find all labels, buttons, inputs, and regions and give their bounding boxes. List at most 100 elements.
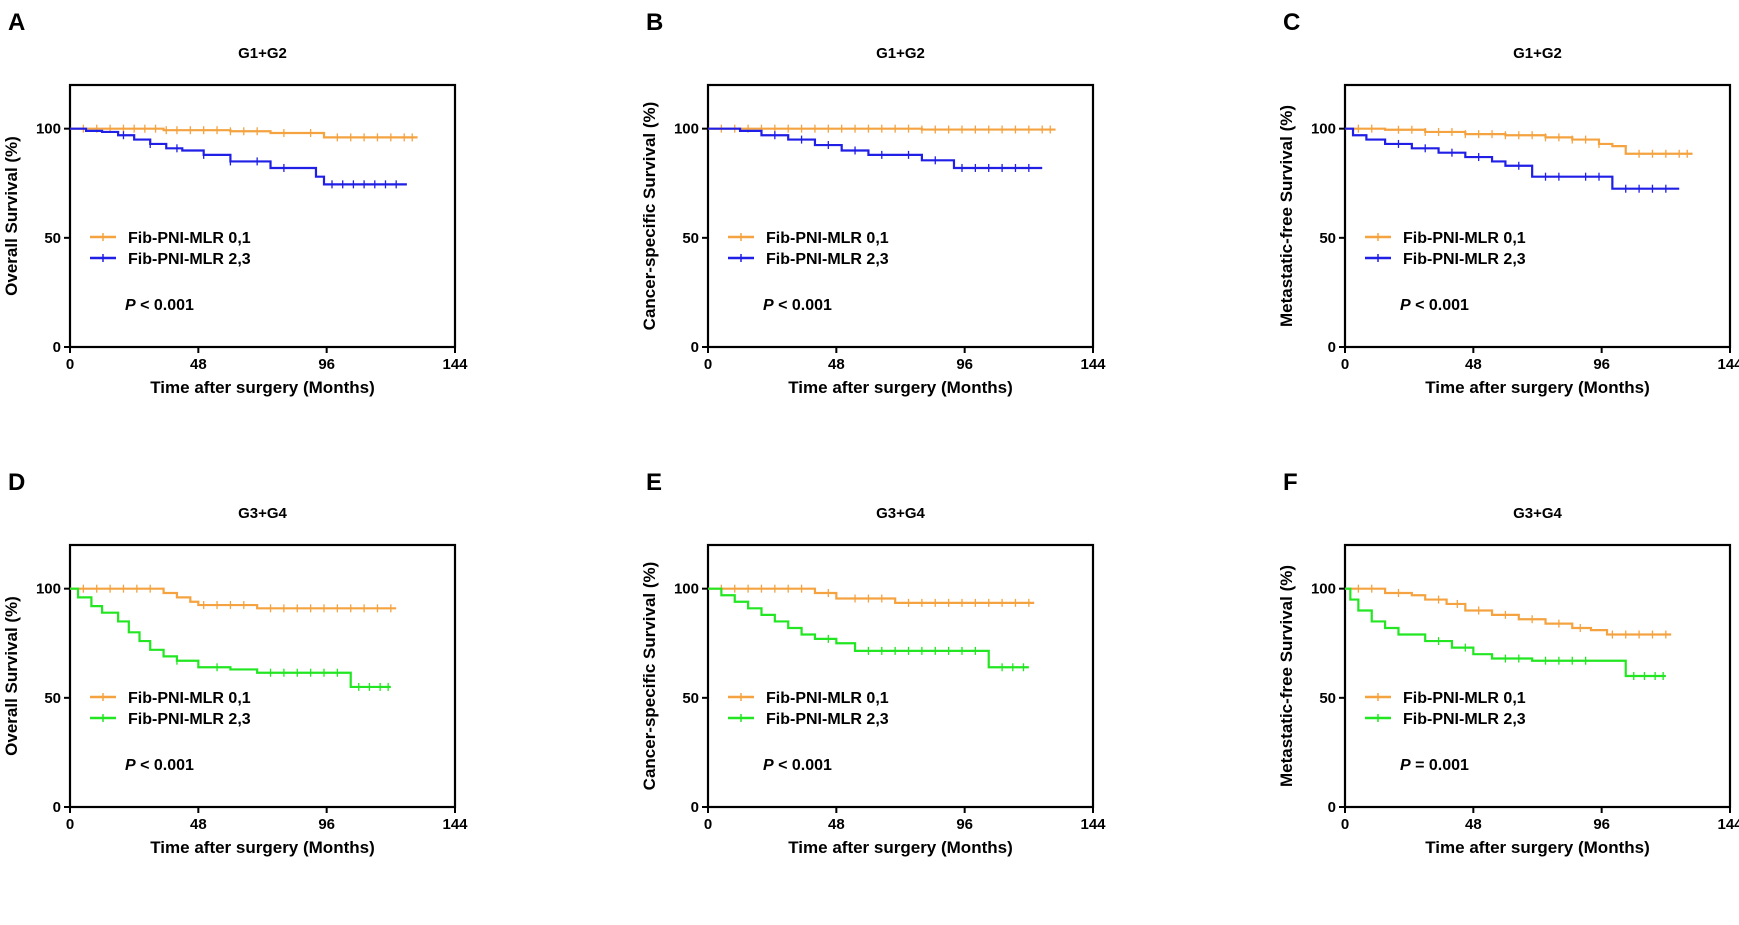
legend-item: Fib-PNI-MLR 0,1 bbox=[1365, 230, 1526, 247]
panel-title: G1+G2 bbox=[1513, 45, 1562, 62]
plot-frame bbox=[706, 83, 1095, 349]
series-line bbox=[1345, 124, 1693, 158]
legend-label: Fib-PNI-MLR 0,1 bbox=[1403, 690, 1526, 707]
y-tick-label: 50 bbox=[1319, 690, 1336, 707]
p-value-symbol: P bbox=[125, 297, 136, 314]
x-tick-label: 0 bbox=[66, 356, 74, 373]
legend-item: Fib-PNI-MLR 2,3 bbox=[90, 711, 251, 728]
y-axis-label: Overall Survival (%) bbox=[2, 136, 21, 296]
y-tick-label: 100 bbox=[674, 581, 699, 598]
p-value-text: < 0.001 bbox=[136, 757, 194, 774]
series-line bbox=[1345, 127, 1680, 193]
x-tick-label: 96 bbox=[956, 356, 973, 373]
panel-letter: B bbox=[646, 9, 663, 36]
legend-label: Fib-PNI-MLR 2,3 bbox=[1403, 251, 1526, 268]
p-value-symbol: P bbox=[763, 757, 774, 774]
panel-b: B G1+G2 0 48 96 144 0 50 100 Time after surgery (… bbox=[640, 9, 1106, 397]
y-tick-label: 0 bbox=[691, 799, 699, 816]
series-line bbox=[70, 124, 418, 142]
series-line bbox=[708, 124, 1056, 134]
panel-title: G3+G4 bbox=[876, 505, 925, 522]
panel-d: D G3+G4 0 48 96 144 0 50 100 Time after surgery (… bbox=[2, 469, 468, 857]
legend-item: Fib-PNI-MLR 0,1 bbox=[728, 690, 889, 707]
panel-letter: C bbox=[1283, 9, 1300, 36]
plot-frame bbox=[1343, 543, 1732, 809]
p-value-text: = 0.001 bbox=[1411, 757, 1469, 774]
x-tick-label: 0 bbox=[1341, 816, 1349, 833]
y-tick-label: 50 bbox=[44, 690, 61, 707]
legend-label: Fib-PNI-MLR 2,3 bbox=[128, 251, 251, 268]
p-value: P = 0.001 bbox=[1400, 757, 1469, 774]
km-curve bbox=[708, 587, 1029, 669]
km-curve bbox=[1345, 127, 1680, 190]
y-tick-label: 0 bbox=[691, 339, 699, 356]
y-tick-label: 50 bbox=[682, 690, 699, 707]
x-tick-label: 48 bbox=[828, 356, 845, 373]
x-axis-label: Time after surgery (Months) bbox=[1425, 378, 1650, 397]
x-tick-label: 144 bbox=[1717, 356, 1739, 373]
legend-item: Fib-PNI-MLR 2,3 bbox=[1365, 251, 1526, 268]
panel-e: E G3+G4 0 48 96 144 0 50 100 Time after surgery (… bbox=[640, 469, 1106, 857]
x-tick-label: 48 bbox=[828, 816, 845, 833]
p-value: P < 0.001 bbox=[125, 757, 194, 774]
x-axis-label: Time after surgery (Months) bbox=[1425, 838, 1650, 857]
legend-item: Fib-PNI-MLR 0,1 bbox=[90, 230, 251, 247]
plot-frame bbox=[68, 83, 457, 349]
legend-label: Fib-PNI-MLR 2,3 bbox=[766, 251, 889, 268]
y-tick-label: 50 bbox=[1319, 230, 1336, 247]
y-tick-label: 100 bbox=[1311, 121, 1336, 138]
legend-label: Fib-PNI-MLR 0,1 bbox=[766, 690, 889, 707]
panel-letter: D bbox=[8, 469, 25, 496]
p-value-symbol: P bbox=[125, 757, 136, 774]
x-tick-label: 96 bbox=[318, 356, 335, 373]
p-value-text: < 0.001 bbox=[774, 297, 832, 314]
x-tick-label: 96 bbox=[1593, 356, 1610, 373]
panel-letter: F bbox=[1283, 469, 1298, 496]
km-curve bbox=[70, 587, 397, 610]
x-tick-label: 144 bbox=[1080, 356, 1106, 373]
x-tick-label: 96 bbox=[318, 816, 335, 833]
y-axis-label: Overall Survival (%) bbox=[2, 596, 21, 756]
y-tick-label: 100 bbox=[36, 581, 61, 598]
y-tick-label: 0 bbox=[1328, 799, 1336, 816]
panel-a: A G1+G2 0 48 96 144 0 50 100 Time after surgery (… bbox=[2, 9, 468, 397]
x-tick-label: 96 bbox=[956, 816, 973, 833]
legend-item: Fib-PNI-MLR 0,1 bbox=[90, 690, 251, 707]
p-value-text: < 0.001 bbox=[136, 297, 194, 314]
series-line bbox=[708, 584, 1035, 607]
panel-f: F G3+G4 0 48 96 144 0 50 100 Time after surgery (… bbox=[1277, 469, 1739, 857]
y-tick-label: 0 bbox=[53, 799, 61, 816]
x-tick-label: 144 bbox=[1717, 816, 1739, 833]
y-axis-label: Cancer-specific Survival (%) bbox=[640, 102, 659, 331]
panel-title: G1+G2 bbox=[238, 45, 287, 62]
x-tick-label: 48 bbox=[190, 356, 207, 373]
x-tick-label: 0 bbox=[66, 816, 74, 833]
panel-title: G3+G4 bbox=[238, 505, 287, 522]
y-axis-label: Metastatic-free Survival (%) bbox=[1277, 565, 1296, 787]
y-axis-label: Cancer-specific Survival (%) bbox=[640, 562, 659, 791]
series-line bbox=[708, 127, 1043, 172]
y-tick-label: 100 bbox=[674, 121, 699, 138]
y-tick-label: 100 bbox=[1311, 581, 1336, 598]
legend-item: Fib-PNI-MLR 2,3 bbox=[728, 251, 889, 268]
x-axis-label: Time after surgery (Months) bbox=[150, 378, 375, 397]
km-curve bbox=[708, 587, 1035, 604]
km-curve bbox=[708, 127, 1043, 170]
plot-frame bbox=[1343, 83, 1732, 349]
x-tick-label: 96 bbox=[1593, 816, 1610, 833]
x-axis-label: Time after surgery (Months) bbox=[788, 838, 1013, 857]
km-curve bbox=[1345, 587, 1672, 636]
p-value: P < 0.001 bbox=[763, 757, 832, 774]
series-line bbox=[1345, 584, 1672, 639]
series-line bbox=[70, 584, 397, 613]
y-tick-label: 50 bbox=[682, 230, 699, 247]
p-value: P < 0.001 bbox=[125, 297, 194, 314]
legend-label: Fib-PNI-MLR 2,3 bbox=[1403, 711, 1526, 728]
y-axis-label: Metastatic-free Survival (%) bbox=[1277, 105, 1296, 327]
p-value-symbol: P bbox=[1400, 757, 1411, 774]
x-tick-label: 0 bbox=[704, 356, 712, 373]
legend-item: Fib-PNI-MLR 2,3 bbox=[728, 711, 889, 728]
series-line bbox=[70, 587, 391, 691]
legend-label: Fib-PNI-MLR 0,1 bbox=[766, 230, 889, 247]
